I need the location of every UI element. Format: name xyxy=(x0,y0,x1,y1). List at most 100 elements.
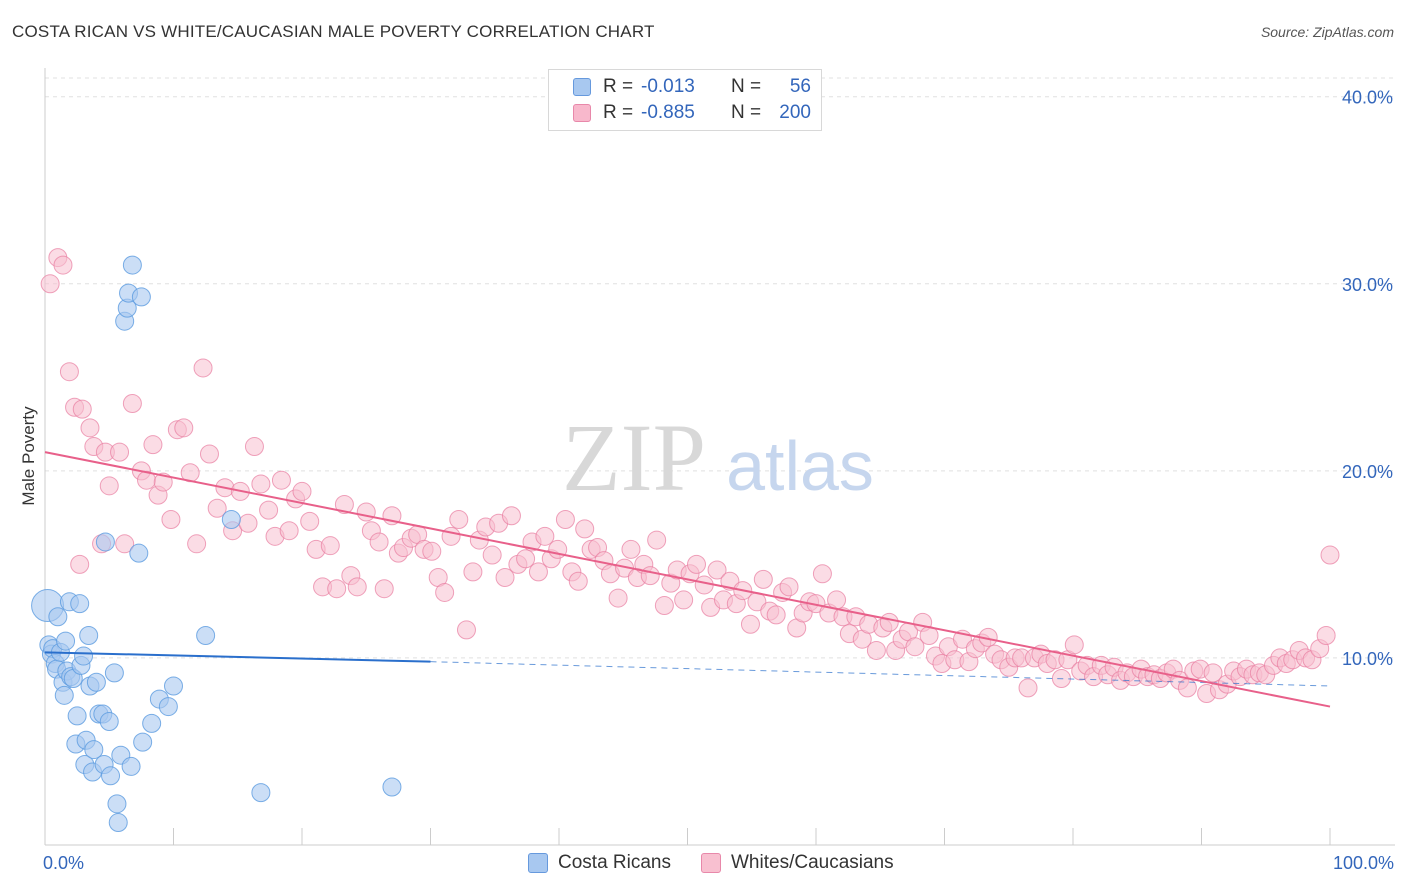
data-point-white xyxy=(621,539,641,559)
data-point-white xyxy=(608,588,628,608)
data-point-white xyxy=(193,358,213,378)
legend-swatch-whites-caucasians xyxy=(573,104,591,122)
data-point-white xyxy=(463,562,483,582)
correlation-legend: R = -0.013 N = 56 R = -0.885 N = 200 xyxy=(548,69,822,131)
data-point-white xyxy=(72,399,92,419)
data-point-white xyxy=(161,509,181,529)
legend-row-costa-ricans: R = -0.013 N = 56 xyxy=(573,76,811,98)
data-point-white xyxy=(238,513,258,533)
data-point-costa-rican xyxy=(86,672,106,692)
data-point-costa-rican xyxy=(104,663,124,683)
data-point-white xyxy=(271,470,291,490)
legend-item-costa-ricans[interactable]: Costa Ricans xyxy=(528,852,671,874)
data-point-white xyxy=(435,582,455,602)
data-point-white xyxy=(1018,678,1038,698)
legend-swatch-costa-ricans xyxy=(528,853,548,873)
data-point-white xyxy=(422,541,442,561)
data-point-costa-rican xyxy=(142,713,162,733)
y-tick-label: 30.0% xyxy=(1342,275,1393,295)
legend-r-label: R = xyxy=(603,76,634,97)
data-point-white xyxy=(879,612,899,632)
data-point-costa-rican xyxy=(54,685,74,705)
data-point-white xyxy=(99,476,119,496)
data-point-costa-rican xyxy=(158,697,178,717)
trend-line-costa-ricans xyxy=(44,651,431,663)
legend-swatch-costa-ricans xyxy=(573,78,591,96)
data-point-white xyxy=(1203,663,1223,683)
legend-row-whites-caucasians: R = -0.885 N = 200 xyxy=(573,102,811,124)
data-point-white xyxy=(441,526,461,546)
data-point-costa-rican xyxy=(95,532,115,552)
data-point-costa-rican xyxy=(108,813,128,833)
data-point-costa-rican xyxy=(196,625,216,645)
data-point-white xyxy=(482,545,502,565)
data-point-white xyxy=(812,564,832,584)
data-point-white xyxy=(70,554,90,574)
y-axis-label-group: Male Poverty xyxy=(19,406,38,506)
data-point-white xyxy=(320,536,340,556)
data-point-costa-rican xyxy=(70,594,90,614)
data-point-white xyxy=(153,472,173,492)
data-point-white xyxy=(694,575,714,595)
y-tick-label: 20.0% xyxy=(1342,462,1393,482)
chart-title: COSTA RICAN VS WHITE/CAUCASIAN MALE POVE… xyxy=(12,22,655,41)
data-point-white xyxy=(251,474,271,494)
y-tick-label: 40.0% xyxy=(1342,88,1393,108)
data-point-white xyxy=(720,571,740,591)
data-point-white xyxy=(501,506,521,526)
data-point-white xyxy=(575,519,595,539)
data-point-white xyxy=(356,502,376,522)
data-point-white xyxy=(334,495,354,515)
data-point-costa-rican xyxy=(67,706,87,726)
data-point-costa-rican xyxy=(84,740,104,760)
data-point-costa-rican xyxy=(131,287,151,307)
data-point-white xyxy=(327,579,347,599)
data-point-costa-rican xyxy=(99,712,119,732)
y-axis-label: Male Poverty xyxy=(19,406,38,506)
data-point-white xyxy=(456,620,476,640)
trend-line-costa-ricans-extension xyxy=(430,661,1331,687)
data-point-white xyxy=(122,394,142,414)
data-point-white xyxy=(292,481,312,501)
data-point-white xyxy=(640,566,660,586)
y-tick-label: 10.0% xyxy=(1342,649,1393,669)
data-point-white xyxy=(207,498,227,518)
data-point-white xyxy=(686,554,706,574)
data-point-white xyxy=(1064,635,1084,655)
data-point-white xyxy=(568,571,588,591)
data-point-white xyxy=(244,437,264,457)
legend-item-whites-caucasians[interactable]: Whites/Caucasians xyxy=(701,852,894,874)
data-point-white xyxy=(347,577,367,597)
trend-line-whites-caucasians xyxy=(44,451,1331,708)
data-point-white xyxy=(905,637,925,657)
x-tick-label: 100.0% xyxy=(1333,853,1394,873)
data-point-white xyxy=(707,560,727,580)
data-point-white xyxy=(779,577,799,597)
series-whites-caucasians xyxy=(40,248,1340,703)
trend-lines xyxy=(44,451,1331,708)
data-point-white xyxy=(647,530,667,550)
watermark-zip: ZIP xyxy=(562,404,706,511)
data-point-costa-rican xyxy=(107,794,127,814)
data-point-white xyxy=(674,590,694,610)
source-label: Source: ZipAtlas.com xyxy=(1260,24,1394,40)
data-point-white xyxy=(827,590,847,610)
legend-swatch-whites-caucasians xyxy=(701,853,721,873)
data-point-white xyxy=(59,362,79,382)
data-point-costa-rican xyxy=(221,509,241,529)
data-point-white xyxy=(53,255,73,275)
data-point-white xyxy=(110,442,130,462)
legend-n-value: 200 xyxy=(779,102,811,123)
data-point-white xyxy=(40,274,60,294)
series-legend: Costa Ricans Whites/Caucasians xyxy=(528,852,924,874)
axes xyxy=(44,68,1395,846)
data-point-costa-rican xyxy=(101,766,121,786)
legend-label-whites-caucasians: Whites/Caucasians xyxy=(731,852,894,873)
data-point-white xyxy=(300,511,320,531)
data-point-white xyxy=(753,569,773,589)
watermark: ZIP atlas xyxy=(562,404,874,511)
series-costa-ricans xyxy=(31,255,402,833)
data-point-white xyxy=(1316,625,1336,645)
data-point-costa-rican xyxy=(121,756,141,776)
legend-label-costa-ricans: Costa Ricans xyxy=(558,852,671,873)
